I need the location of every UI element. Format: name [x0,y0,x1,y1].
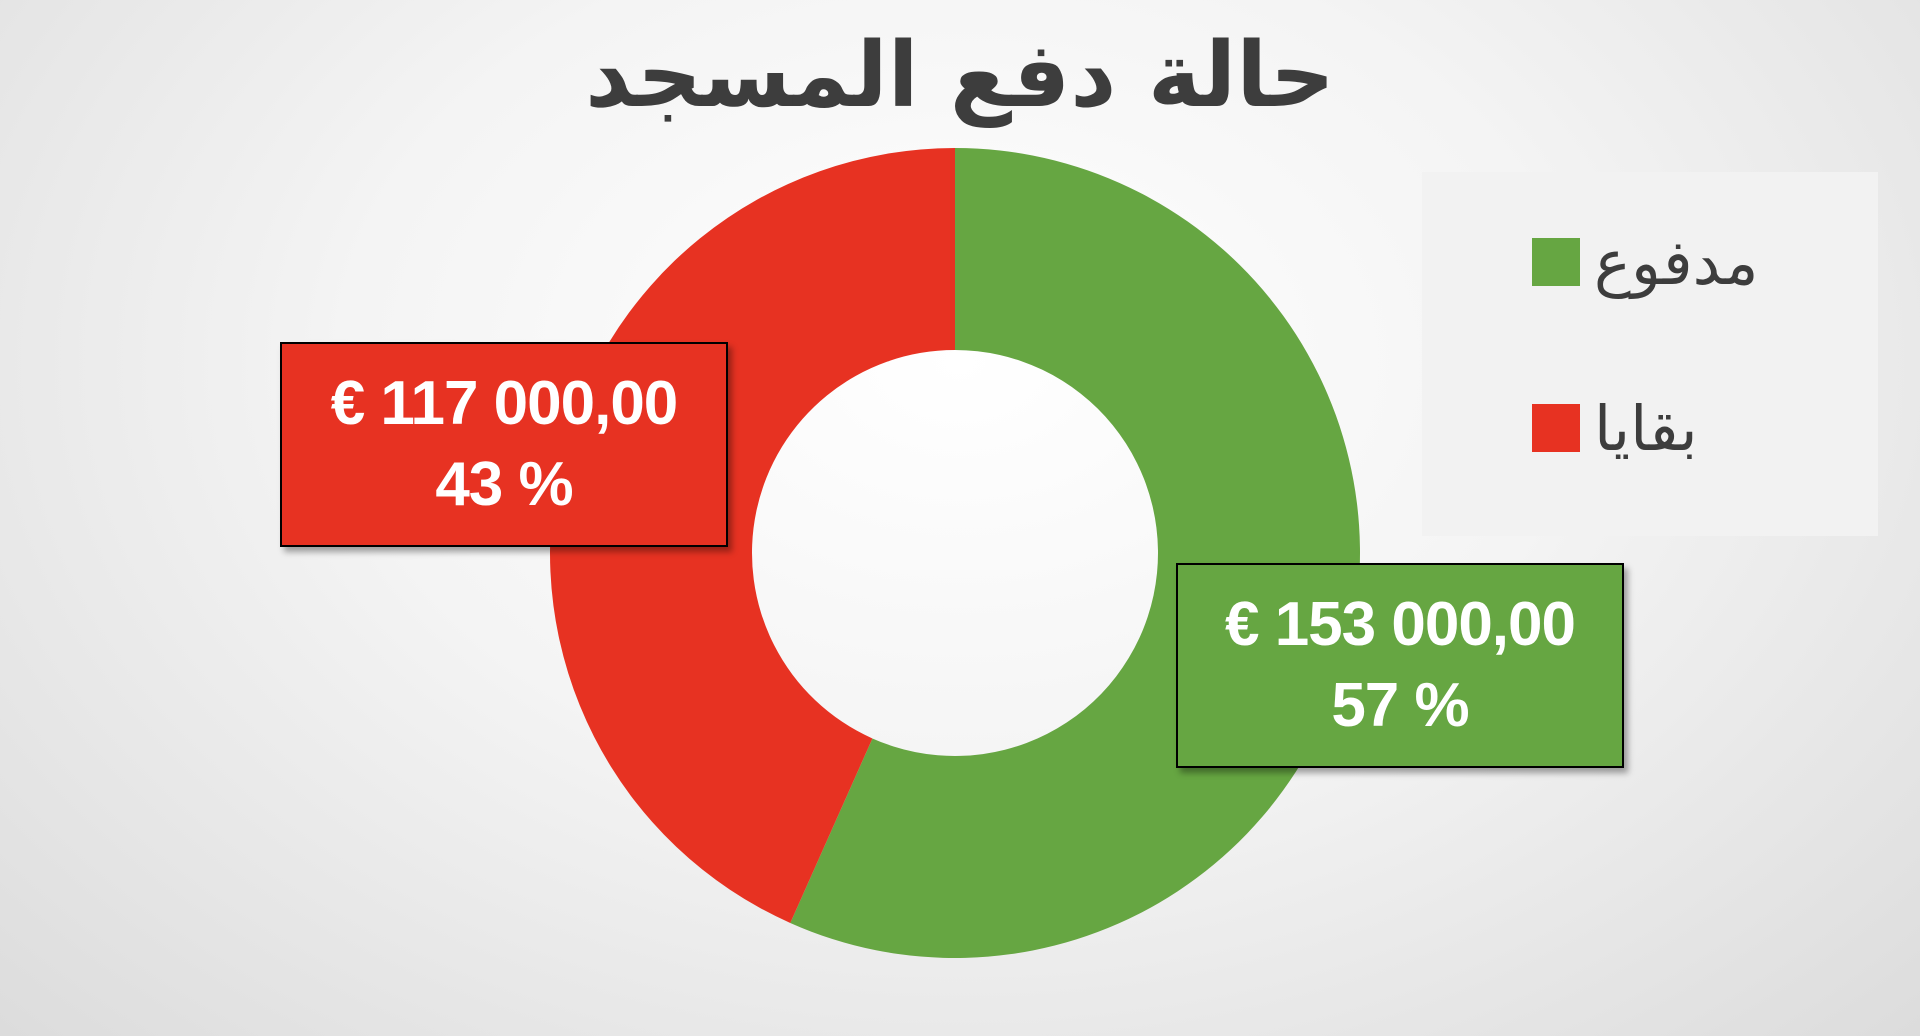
data-label-paid-percent: 57 % [1331,670,1469,740]
legend-label-remaining: بقايا [1594,391,1698,465]
data-label-remaining-value: € 117 000,00 [330,368,679,438]
legend-item-paid: مدفوع [1532,222,1758,302]
data-label-remaining: € 117 000,00 43 % [280,342,728,547]
data-label-paid: € 153 000,00 57 % [1176,563,1624,768]
data-label-remaining-percent: 43 % [435,449,573,519]
data-label-paid-value: € 153 000,00 [1224,589,1576,659]
legend-swatch-paid [1532,238,1580,286]
legend: مدفوع بقايا [1422,172,1878,536]
legend-swatch-remaining [1532,404,1580,452]
legend-item-remaining: بقايا [1532,388,1698,468]
donut-slice-remaining [550,148,955,923]
legend-label-paid: مدفوع [1594,225,1759,299]
chart-title: حالة دفع المسجد [585,23,1335,128]
